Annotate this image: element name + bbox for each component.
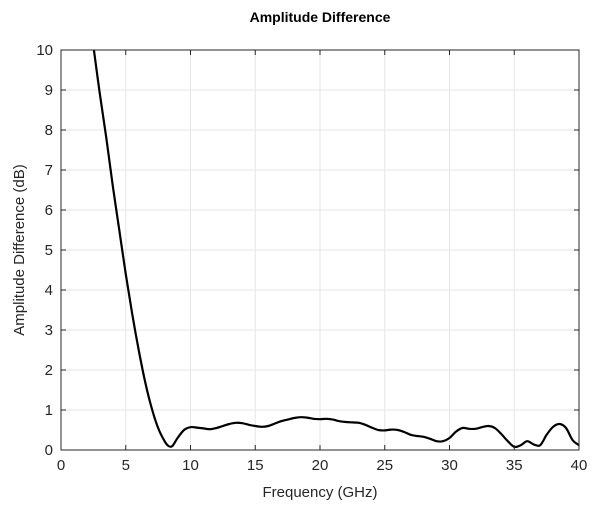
x-tick-label: 25: [376, 457, 393, 474]
y-axis-label: Amplitude Difference (dB): [11, 164, 28, 335]
ticks: 0 5 10 15 20 25 30 35 40 0 1 2 3 4 5 6 7 8 9 10: [36, 42, 587, 474]
x-tick-label: 20: [312, 457, 329, 474]
y-tick-label: 4: [45, 282, 53, 299]
y-tick-label: 2: [45, 362, 53, 379]
series-line: [92, 50, 579, 449]
x-tick-label: 5: [122, 457, 130, 474]
x-tick-label: 35: [506, 457, 523, 474]
chart-title: Amplitude Difference: [250, 9, 391, 25]
x-tick-label: 30: [441, 457, 458, 474]
y-tick-label: 5: [45, 242, 53, 259]
y-tick-label: 8: [45, 122, 53, 139]
y-tick-label: 10: [36, 42, 53, 59]
x-tick-label: 15: [247, 457, 264, 474]
x-axis-label: Frequency (GHz): [262, 484, 377, 501]
y-tick-label: 7: [45, 162, 53, 179]
y-tick-label: 9: [45, 82, 53, 99]
y-tick-label: 3: [45, 322, 53, 339]
x-tick-label: 0: [57, 457, 65, 474]
y-tick-label: 0: [45, 442, 53, 459]
x-tick-label: 10: [182, 457, 199, 474]
y-tick-label: 6: [45, 202, 53, 219]
x-tick-label: 40: [571, 457, 588, 474]
y-tick-label: 1: [45, 402, 53, 419]
